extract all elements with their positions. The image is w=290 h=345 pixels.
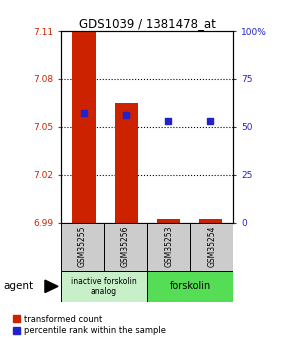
Point [166, 118, 171, 124]
Point [82, 111, 86, 116]
Point [124, 112, 128, 118]
Bar [115, 103, 138, 223]
Text: GSM35255: GSM35255 [78, 226, 87, 267]
Bar [72, 31, 96, 223]
Bar [147, 271, 233, 302]
Bar [199, 219, 222, 223]
Bar [61, 223, 104, 271]
Bar [147, 223, 190, 271]
Text: forskolin: forskolin [170, 282, 211, 291]
Bar [104, 223, 147, 271]
Bar [61, 271, 147, 302]
Legend: transformed count, percentile rank within the sample: transformed count, percentile rank withi… [13, 315, 166, 335]
Text: agent: agent [3, 282, 33, 291]
Text: GSM35256: GSM35256 [121, 226, 130, 267]
Bar [190, 223, 233, 271]
Title: GDS1039 / 1381478_at: GDS1039 / 1381478_at [79, 17, 215, 30]
Bar [157, 219, 180, 223]
Point [208, 118, 213, 124]
Text: inactive forskolin
analog: inactive forskolin analog [71, 277, 137, 296]
Text: GSM35253: GSM35253 [164, 226, 173, 267]
Text: GSM35254: GSM35254 [207, 226, 216, 267]
